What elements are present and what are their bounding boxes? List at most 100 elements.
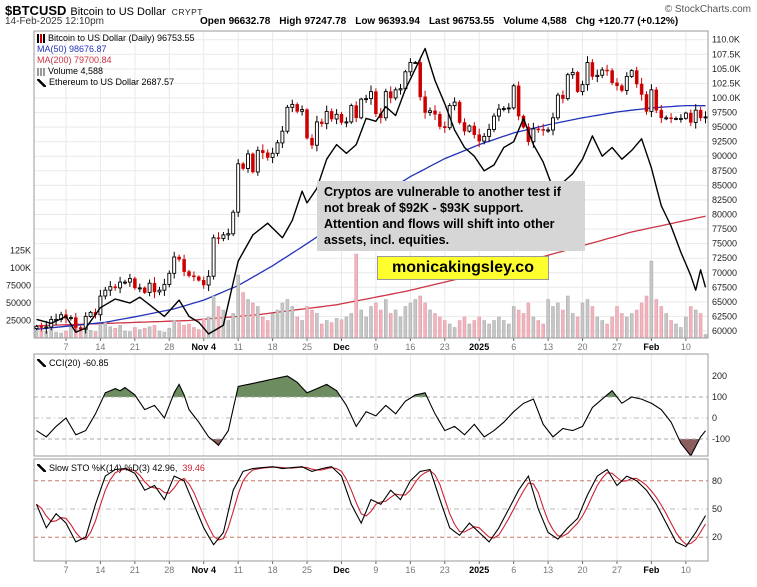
cci-label-text: CCI(20) -60.85 [49, 358, 109, 368]
legend-eth-label: Ethereum to US Dollar 2687.57 [49, 77, 175, 87]
quote-value-chg: +120.77 (+0.12%) [598, 16, 679, 27]
svg-text:-100: -100 [712, 434, 730, 444]
volume-bars-icon [37, 67, 45, 76]
quote-label-chg: Chg [575, 16, 596, 27]
svg-text:13: 13 [543, 342, 553, 352]
svg-text:125K: 125K [10, 246, 31, 256]
svg-text:110.0K: 110.0K [712, 35, 740, 45]
svg-text:20: 20 [712, 532, 722, 542]
svg-text:92500: 92500 [712, 137, 737, 147]
svg-text:0: 0 [712, 413, 717, 423]
svg-text:75000: 75000 [6, 281, 31, 291]
svg-text:87500: 87500 [712, 166, 737, 176]
main-chart-legend: Bitcoin to US Dollar (Daily) 96753.55 MA… [37, 33, 195, 88]
svg-text:50: 50 [712, 504, 722, 514]
svg-text:Nov 4: Nov 4 [191, 565, 216, 575]
indicator-line-icon [37, 359, 46, 367]
svg-text:62500: 62500 [712, 311, 737, 321]
svg-text:95000: 95000 [712, 122, 737, 132]
quote-value-high: 97247.78 [304, 16, 347, 27]
svg-text:11: 11 [234, 342, 243, 352]
svg-text:18: 18 [268, 342, 278, 352]
quote-label-last: Last [428, 16, 450, 27]
svg-text:100K: 100K [10, 263, 31, 273]
svg-text:97500: 97500 [712, 108, 737, 118]
svg-text:2025: 2025 [469, 565, 489, 575]
candlestick-icon [37, 34, 45, 43]
svg-text:16: 16 [405, 342, 415, 352]
svg-text:9: 9 [373, 565, 378, 575]
svg-text:2025: 2025 [469, 342, 489, 352]
svg-text:80000: 80000 [712, 210, 737, 220]
svg-text:11: 11 [234, 565, 243, 575]
quote-label-open: Open [200, 16, 226, 27]
quote-value-open: 96632.78 [228, 16, 271, 27]
svg-text:100: 100 [712, 392, 727, 402]
legend-row-ma50: MA(50) 98676.87 [37, 44, 195, 55]
svg-text:Dec: Dec [333, 565, 350, 575]
annotation-text: Cryptos are vulnerable to another test i… [324, 185, 561, 247]
svg-text:6: 6 [511, 565, 516, 575]
svg-text:Dec: Dec [333, 342, 350, 352]
exchange-tag: CRYPT [171, 7, 203, 17]
svg-text:20: 20 [577, 342, 587, 352]
svg-text:18: 18 [268, 565, 278, 575]
svg-text:10: 10 [681, 342, 691, 352]
svg-text:20: 20 [577, 565, 587, 575]
svg-text:28: 28 [164, 342, 174, 352]
legend-ma50-label: MA(50) 98676.87 [37, 44, 107, 54]
svg-text:21: 21 [130, 565, 140, 575]
svg-text:28: 28 [164, 565, 174, 575]
svg-text:200: 200 [712, 371, 727, 381]
symbol: $BTCUSD [5, 3, 67, 18]
sto-label-text: Slow STO %K(14) %D(3) 42.96, [49, 463, 178, 473]
quote-value-volume: 4,588 [541, 16, 567, 27]
svg-text:100.0K: 100.0K [712, 93, 741, 103]
svg-text:67500: 67500 [712, 282, 737, 292]
quote-header: 14-Feb-2025 12:10pm Open 96632.78 High 9724… [5, 16, 752, 29]
legend-volume-label: Volume 4,588 [48, 66, 104, 76]
svg-text:85000: 85000 [712, 180, 737, 190]
svg-text:21: 21 [130, 342, 140, 352]
indicator-line-icon [37, 464, 46, 472]
brand-banner: monicakingsley.co [377, 256, 549, 280]
instrument-name: Bitcoin to US Dollar [70, 6, 166, 18]
line-chart-icon [37, 78, 46, 87]
quote-row: Open 96632.78 High 97247.78 Low 96393.94 Last 9… [191, 16, 678, 27]
cci-panel-legend: CCI(20) -60.85 [37, 358, 109, 368]
legend-price-label: Bitcoin to US Dollar (Daily) 96753.55 [48, 33, 195, 43]
svg-text:27: 27 [612, 565, 622, 575]
svg-text:27: 27 [612, 342, 622, 352]
sto-d-value: 39.46 [182, 463, 205, 473]
svg-text:70000: 70000 [712, 268, 737, 278]
svg-text:Feb: Feb [643, 565, 660, 575]
legend-row-price: Bitcoin to US Dollar (Daily) 96753.55 [37, 33, 195, 44]
svg-text:9: 9 [373, 342, 378, 352]
chart-header: $BTCUSD Bitcoin to US Dollar CRYPT © Stock… [5, 2, 752, 18]
stochastic-panel-legend: Slow STO %K(14) %D(3) 42.96, 39.46 [37, 463, 205, 473]
svg-text:65000: 65000 [712, 297, 737, 307]
annotation-box: Cryptos are vulnerable to another test i… [317, 181, 585, 251]
quote-value-last: 96753.55 [452, 16, 495, 27]
svg-text:60000: 60000 [712, 326, 737, 336]
svg-text:75000: 75000 [712, 239, 737, 249]
svg-text:13: 13 [543, 565, 553, 575]
svg-text:72500: 72500 [712, 253, 737, 263]
svg-text:80: 80 [712, 476, 722, 486]
svg-text:14: 14 [95, 565, 105, 575]
svg-text:90000: 90000 [712, 151, 737, 161]
svg-text:23: 23 [440, 565, 450, 575]
svg-text:50000: 50000 [6, 298, 31, 308]
svg-text:25: 25 [302, 342, 312, 352]
svg-text:77500: 77500 [712, 224, 737, 234]
legend-row-volume: Volume 4,588 [37, 66, 195, 77]
svg-text:82500: 82500 [712, 195, 737, 205]
legend-ma200-label: MA(200) 79700.84 [37, 55, 112, 65]
svg-text:Feb: Feb [643, 342, 660, 352]
svg-text:14: 14 [95, 342, 105, 352]
svg-text:16: 16 [405, 565, 415, 575]
svg-text:102.5K: 102.5K [712, 78, 741, 88]
svg-text:23: 23 [440, 342, 450, 352]
